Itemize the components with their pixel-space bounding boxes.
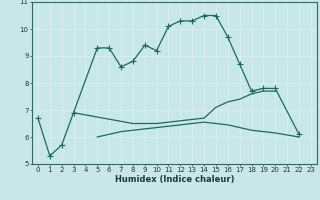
X-axis label: Humidex (Indice chaleur): Humidex (Indice chaleur)	[115, 175, 234, 184]
